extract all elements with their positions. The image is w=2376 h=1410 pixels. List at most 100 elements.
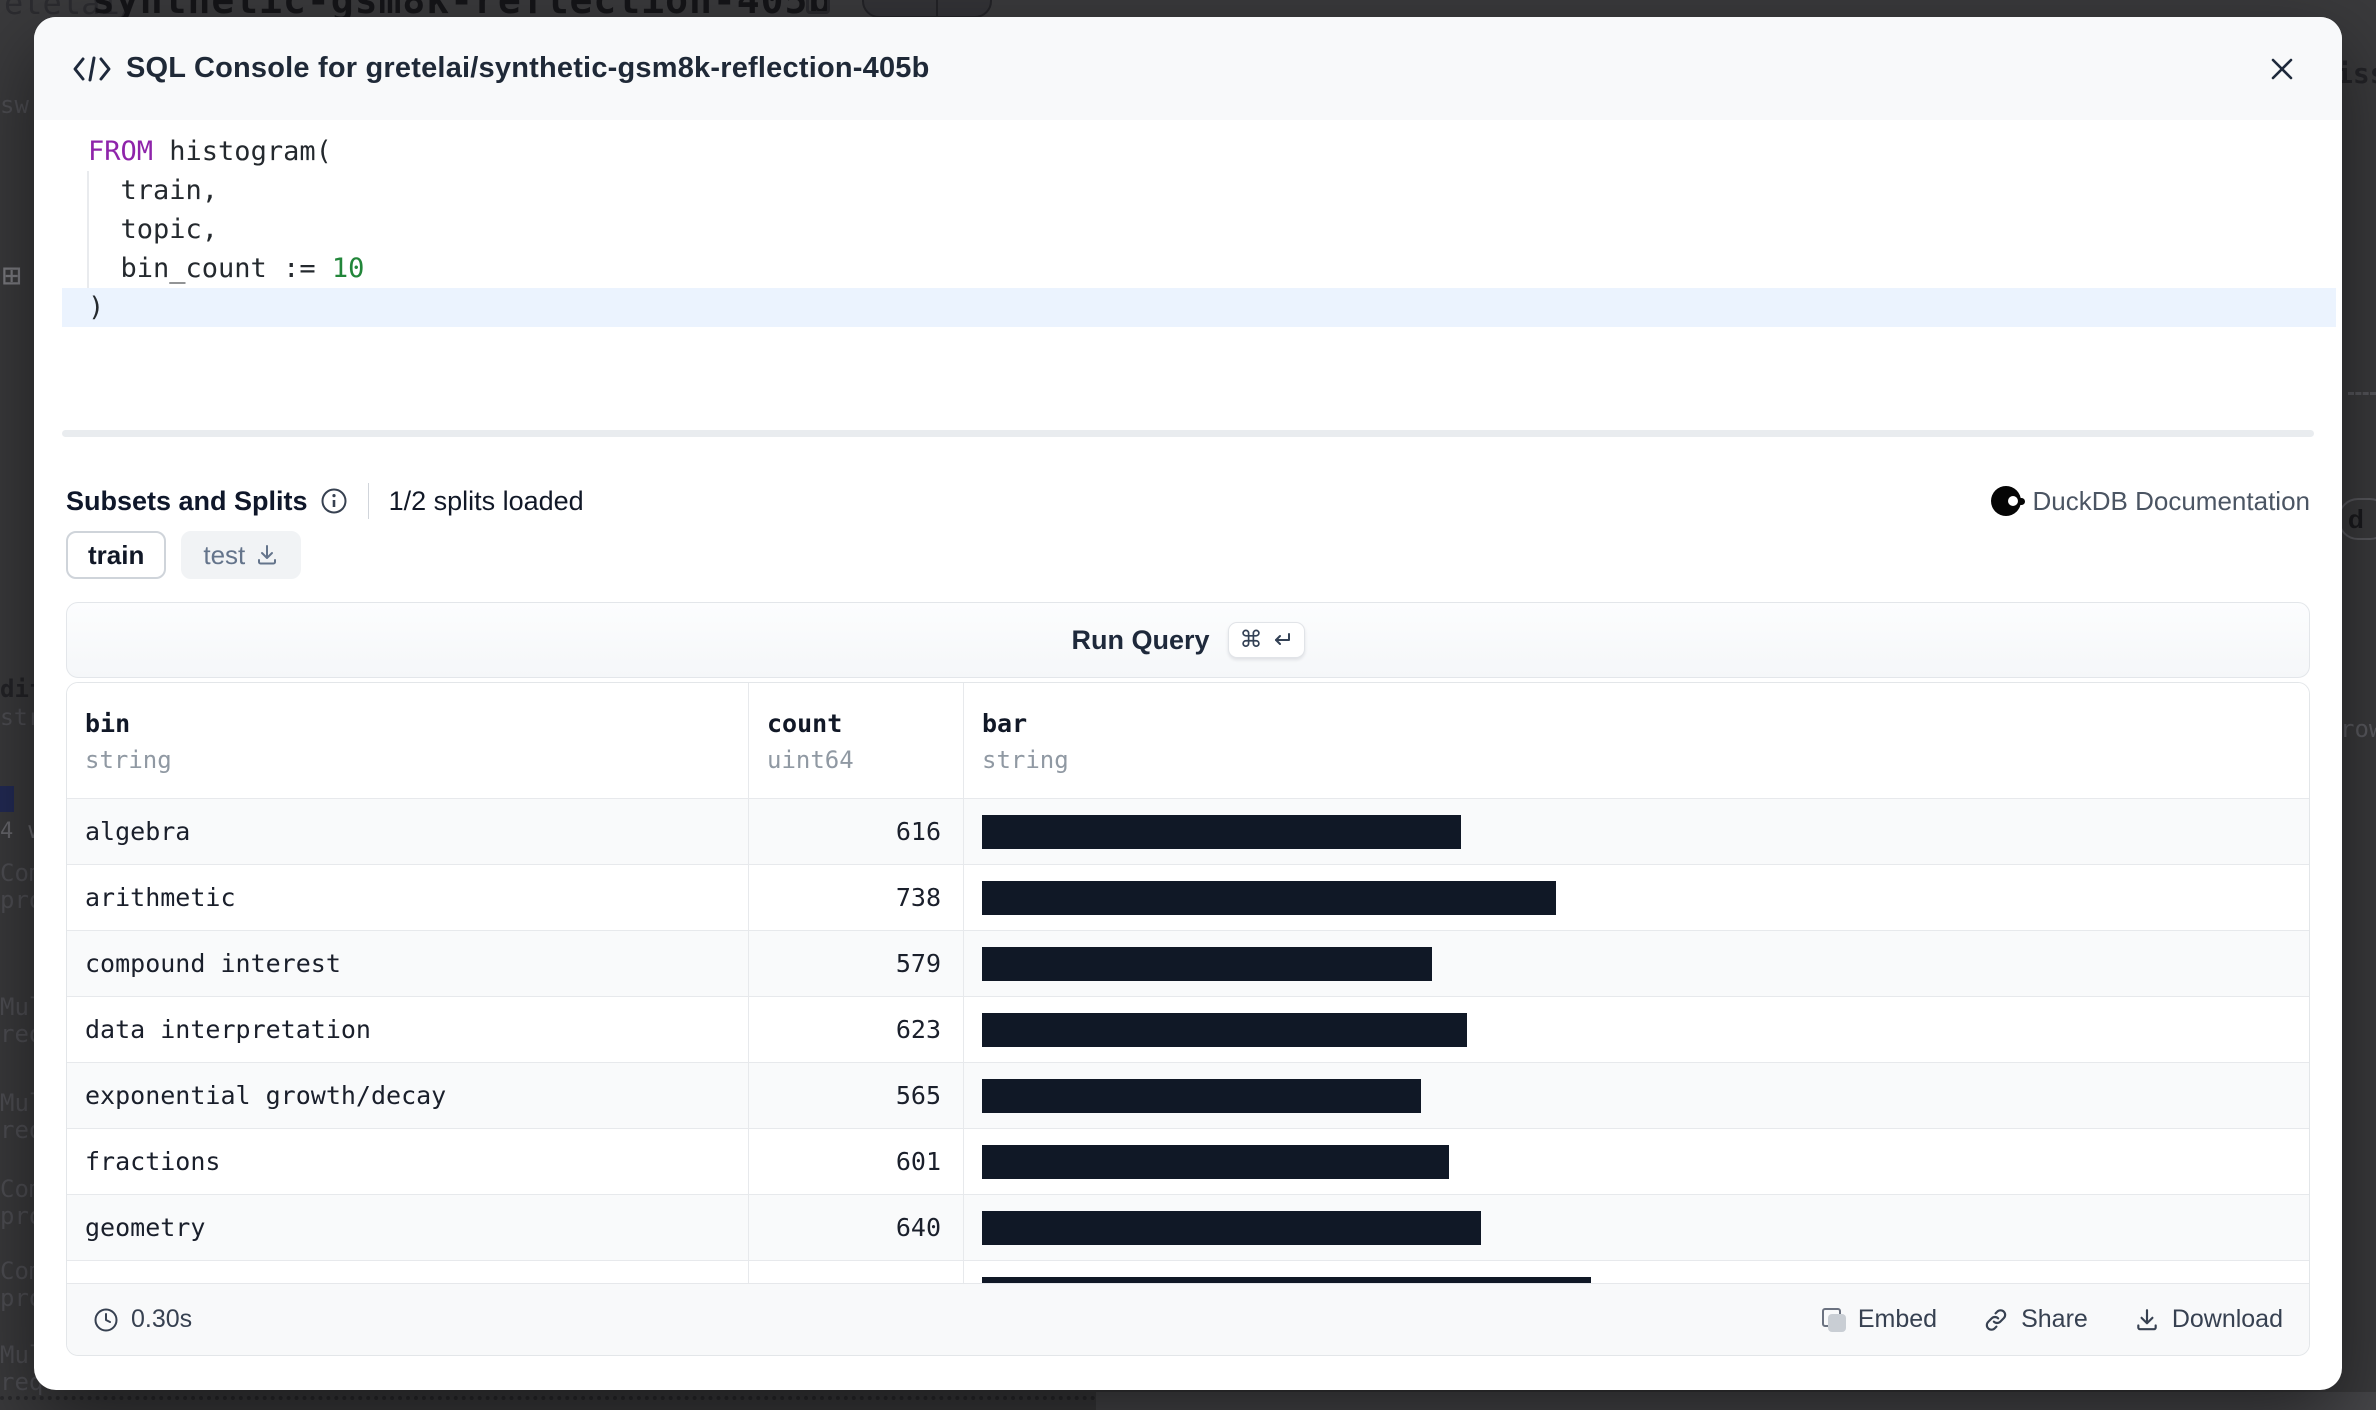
- column-type: string: [982, 746, 1069, 774]
- sql-text: train,: [88, 175, 219, 206]
- code-brackets-icon: [73, 56, 111, 81]
- backdrop-dotted-line: [0, 1396, 1096, 1400]
- table-row: geometry 640: [67, 1194, 2309, 1260]
- download-button[interactable]: Download: [2134, 1305, 2283, 1334]
- backdrop-like-button: [862, 0, 992, 18]
- tab-train-label: train: [88, 539, 145, 570]
- embed-icon: [1821, 1307, 1846, 1332]
- sql-console-modal: SQL Console for gretelai/synthetic-gsm8k…: [34, 17, 2342, 1390]
- backdrop-breadcrumb: etelai/: [4, 0, 139, 22]
- tab-test[interactable]: test: [181, 531, 302, 579]
- bar-cell: [964, 997, 2309, 1062]
- table-header: bin string count uint64 bar string: [67, 683, 2309, 798]
- column-type: uint64: [767, 746, 854, 774]
- bin-cell: arithmetic: [67, 865, 749, 930]
- count-cell: 623: [749, 997, 964, 1062]
- backdrop-button-fragment: d: [2338, 498, 2376, 540]
- count-cell: 738: [749, 865, 964, 930]
- elapsed-value: 0.30s: [131, 1305, 193, 1333]
- backdrop-fragment: sw: [0, 91, 29, 119]
- sql-editor[interactable]: FROM histogram( train, topic, bin_count …: [62, 120, 2336, 360]
- splits-heading: Subsets and Splits: [66, 485, 308, 516]
- bar-fill: [982, 814, 1461, 849]
- modal-title: SQL Console for gretelai/synthetic-gsm8k…: [126, 52, 930, 84]
- cmd-key-icon: ⌘: [1239, 626, 1263, 653]
- sql-number: 10: [331, 253, 365, 284]
- count-cell: 601: [749, 1129, 964, 1194]
- column-type: string: [85, 746, 172, 774]
- bar-fill: [982, 1210, 1481, 1245]
- tab-test-label: test: [203, 539, 246, 570]
- code-line: topic,: [62, 210, 2336, 249]
- bar-cell: [964, 1129, 2309, 1194]
- sql-text: topic,: [88, 214, 219, 245]
- download-icon: [258, 545, 277, 565]
- panel-resize-divider[interactable]: [62, 430, 2314, 437]
- bin-cell: fractions: [67, 1129, 749, 1194]
- share-button[interactable]: Share: [1983, 1305, 2088, 1334]
- bin-cell: geometry: [67, 1195, 749, 1260]
- code-line: FROM histogram(: [62, 132, 2336, 171]
- clock-icon: [94, 1308, 118, 1331]
- run-query-label: Run Query: [1071, 624, 1210, 655]
- code-line: train,: [62, 171, 2336, 210]
- splits-loaded-status: 1/2 splits loaded: [388, 485, 584, 516]
- bar-fill: [982, 946, 1432, 981]
- backdrop-dataset-title: synthetic-gsm8k-reflection-405b: [92, 0, 833, 22]
- table-row: compound interest 579: [67, 930, 2309, 996]
- copy-icon: [806, 0, 830, 14]
- results-table: bin string count uint64 bar string algeb…: [66, 682, 2310, 1356]
- bar-cell: [964, 865, 2309, 930]
- close-button[interactable]: [2264, 51, 2300, 87]
- column-name: count: [767, 709, 843, 738]
- close-icon: [2271, 58, 2293, 79]
- bar-cell: [964, 799, 2309, 864]
- code-line: bin_count := 10: [62, 249, 2336, 288]
- bar-fill: [982, 880, 1556, 915]
- duckdb-docs-label: DuckDB Documentation: [2032, 485, 2310, 516]
- count-cell: 579: [749, 931, 964, 996]
- column-name: bar: [982, 709, 1028, 738]
- embed-button[interactable]: Embed: [1821, 1305, 1938, 1334]
- count-cell: 640: [749, 1195, 964, 1260]
- backdrop-patch: [1096, 1392, 2376, 1410]
- bar-cell: [964, 1063, 2309, 1128]
- run-query-button[interactable]: Run Query ⌘: [66, 602, 2310, 678]
- results-footer: 0.30s Embed Share: [67, 1283, 2309, 1355]
- bar-cell: [964, 1195, 2309, 1260]
- table-row: arithmetic 738: [67, 864, 2309, 930]
- keyboard-shortcut-badge: ⌘: [1227, 622, 1305, 658]
- count-cell: 565: [749, 1063, 964, 1128]
- tab-train[interactable]: train: [66, 531, 167, 579]
- bar-fill: [982, 1012, 1468, 1047]
- vertical-separator: [367, 483, 369, 519]
- query-elapsed: 0.30s: [93, 1305, 192, 1334]
- sql-text: bin_count :=: [88, 253, 332, 284]
- bar-cell: [964, 931, 2309, 996]
- table-row: algebra 616: [67, 798, 2309, 864]
- table-row: exponential growth/decay 565: [67, 1062, 2309, 1128]
- bin-cell: data interpretation: [67, 997, 749, 1062]
- count-cell: 616: [749, 799, 964, 864]
- bar-fill: [982, 1144, 1449, 1179]
- backdrop-fragment: issa: [2336, 57, 2376, 90]
- share-label: Share: [2021, 1305, 2088, 1333]
- duckdb-logo-icon: [1990, 486, 2025, 516]
- indent-guide: [87, 171, 89, 288]
- sql-text: histogram(: [153, 136, 332, 167]
- bin-cell: exponential growth/decay: [67, 1063, 749, 1128]
- bin-cell: compound interest: [67, 931, 749, 996]
- duckdb-docs-link[interactable]: DuckDB Documentation: [1990, 485, 2310, 517]
- split-tabs: train test: [66, 531, 302, 579]
- backdrop-dashed-line: [2348, 392, 2376, 395]
- backdrop-fragment: row: [2340, 715, 2376, 743]
- info-icon[interactable]: [320, 487, 348, 515]
- download-icon: [2137, 1308, 2157, 1330]
- splits-row: Subsets and Splits 1/2 splits loaded Duc…: [66, 479, 2310, 523]
- table-row: data interpretation 623: [67, 996, 2309, 1062]
- embed-label: Embed: [1857, 1305, 1938, 1333]
- column-header-count: count uint64: [749, 683, 964, 798]
- bar-fill: [982, 1078, 1422, 1113]
- bin-cell: algebra: [67, 799, 749, 864]
- column-name: bin: [85, 709, 131, 738]
